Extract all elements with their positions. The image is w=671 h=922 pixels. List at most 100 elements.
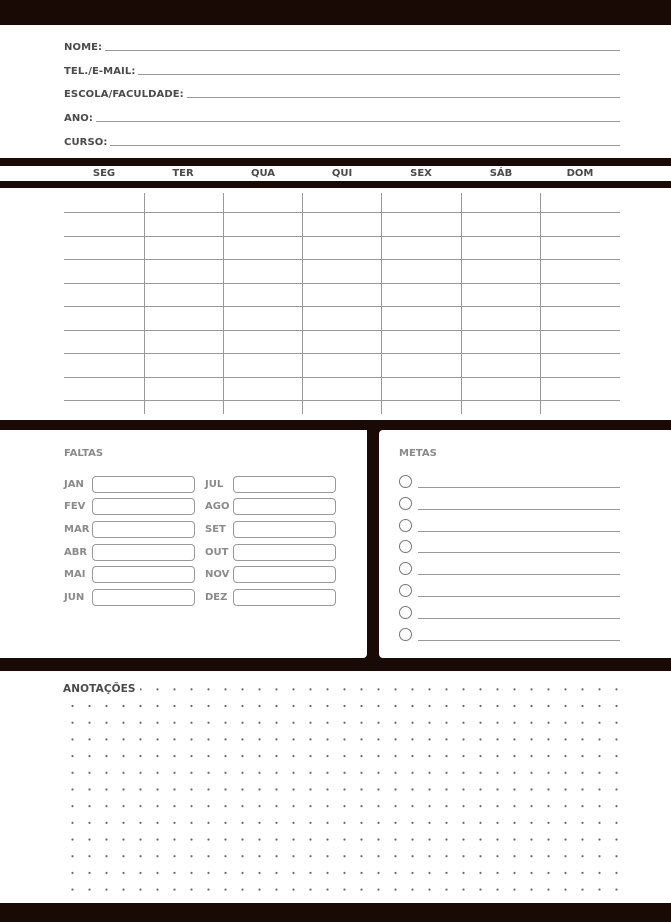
weekday-header [0, 166, 671, 181]
weekday-label: SEG [92, 168, 116, 179]
weekday-label: SEX [410, 168, 432, 179]
dot-grid[interactable] [64, 681, 624, 897]
month-absence-ago[interactable]: AGO [205, 498, 336, 516]
month-absence-jun[interactable]: JUN [64, 589, 195, 607]
metas-panel [379, 430, 671, 658]
contact-field[interactable]: TEL./E-MAIL: [64, 63, 620, 77]
month-label: JAN [64, 478, 84, 490]
circle-checkbox-icon[interactable] [399, 627, 412, 641]
goal-item[interactable] [399, 518, 620, 532]
grid-row-line [64, 353, 620, 355]
weekday-label: QUA [250, 168, 276, 179]
month-absence-mai[interactable]: MAI [64, 566, 195, 584]
schedule-section [0, 188, 671, 420]
absence-input-box[interactable] [233, 543, 336, 561]
month-absence-jan[interactable]: JAN [64, 475, 195, 493]
absence-input-box[interactable] [92, 543, 195, 561]
circle-checkbox-icon[interactable] [399, 540, 412, 554]
absence-input-box[interactable] [233, 520, 336, 538]
write-line [186, 97, 620, 98]
grid-row-line [64, 236, 620, 238]
month-absence-abr[interactable]: ABR [64, 543, 195, 561]
month-absence-jul[interactable]: JUL [205, 475, 336, 493]
write-line [110, 145, 620, 146]
grid-column-line [223, 193, 225, 414]
goal-item[interactable] [399, 561, 620, 576]
goal-item[interactable] [399, 583, 620, 597]
absence-input-box[interactable] [233, 498, 336, 516]
info-section [0, 25, 671, 158]
grid-row-line [64, 259, 620, 261]
write-line [138, 74, 620, 75]
grid-column-line [381, 193, 383, 414]
month-label: DEZ [205, 592, 228, 603]
weekday-label: QUI [331, 168, 353, 179]
month-absence-set[interactable]: SET [205, 520, 336, 538]
circle-checkbox-icon[interactable] [399, 518, 412, 532]
circle-checkbox-icon[interactable] [399, 584, 412, 597]
grid-column-line [540, 193, 542, 414]
write-line [105, 50, 620, 51]
goal-item[interactable] [399, 605, 620, 619]
write-line [418, 508, 620, 510]
course-field[interactable]: CURSO: [64, 134, 620, 148]
circle-checkbox-icon[interactable] [399, 605, 412, 619]
grid-row-line [64, 306, 620, 308]
absence-input-box[interactable] [233, 589, 336, 606]
absence-input-box[interactable] [233, 475, 336, 493]
goal-item[interactable] [399, 539, 620, 554]
name-field[interactable]: NOME: [64, 39, 620, 53]
field-label: ESCOLA/FACULDADE: [64, 89, 184, 100]
grid-row-line [64, 212, 620, 214]
circle-checkbox-icon[interactable] [399, 562, 412, 576]
absence-input-box[interactable] [92, 566, 195, 584]
absence-input-box[interactable] [92, 589, 195, 606]
month-absence-nov[interactable]: NOV [205, 566, 336, 584]
school-field[interactable]: ESCOLA/FACULDADE: [64, 86, 620, 100]
absence-input-box[interactable] [92, 498, 195, 516]
month-label: FEV [64, 501, 86, 513]
write-line [96, 121, 620, 122]
anotacoes-title: ANOTAÇÕES [63, 683, 140, 697]
write-line [418, 530, 620, 532]
grid-row-line [64, 330, 620, 332]
faltas-title: FALTAS [64, 448, 104, 459]
goal-item[interactable] [399, 474, 620, 488]
absence-input-box[interactable] [92, 520, 195, 538]
month-absence-dez[interactable]: DEZ [205, 589, 336, 607]
circle-checkbox-icon[interactable] [399, 475, 412, 488]
month-label: MAR [64, 523, 90, 535]
month-label: MAI [64, 569, 86, 581]
month-absence-fev[interactable]: FEV [64, 498, 195, 516]
year-field[interactable]: ANO: [64, 110, 620, 124]
write-line [418, 617, 620, 619]
grid-column-line [461, 193, 463, 414]
absence-input-box[interactable] [92, 475, 195, 493]
metas-title: METAS [399, 448, 437, 459]
grid-row-line [64, 400, 620, 402]
write-line [418, 574, 620, 576]
grid-row-line [64, 377, 620, 379]
month-label: NOV [205, 569, 230, 581]
month-label: JUN [64, 592, 85, 603]
month-label: AGO [205, 501, 230, 513]
field-label: TEL./E-MAIL: [64, 66, 136, 77]
write-line [418, 639, 620, 641]
month-absence-mar[interactable]: MAR [64, 520, 195, 538]
month-label: OUT [205, 546, 229, 558]
grid-row-line [64, 283, 620, 285]
write-line [418, 552, 620, 554]
goal-item[interactable] [399, 627, 620, 641]
grid-column-line [302, 193, 304, 414]
grid-column-line [144, 193, 146, 414]
write-line [418, 487, 620, 488]
month-label: SET [205, 523, 226, 535]
circle-checkbox-icon[interactable] [399, 496, 412, 510]
weekday-label: TER [172, 168, 194, 179]
weekday-label: DOM [566, 168, 594, 179]
month-label: ABR [64, 546, 88, 558]
absence-input-box[interactable] [233, 566, 336, 584]
field-label: CURSO: [64, 137, 108, 148]
goal-item[interactable] [399, 496, 620, 510]
month-absence-out[interactable]: OUT [205, 543, 336, 561]
